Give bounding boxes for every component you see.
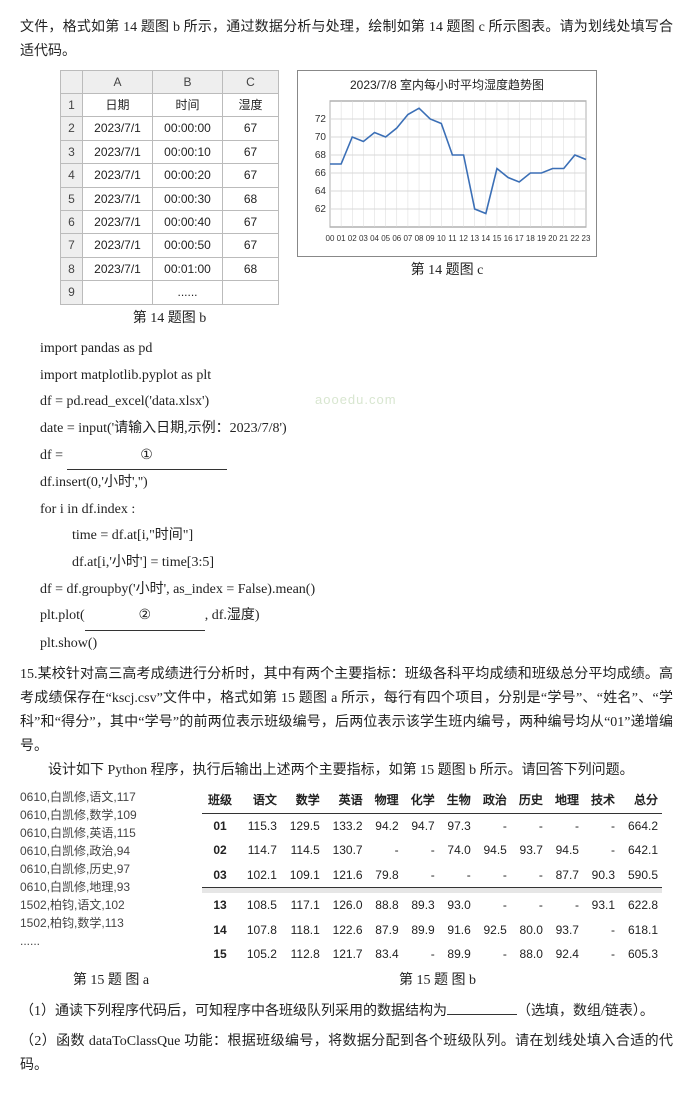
code-line: import pandas as pd — [40, 336, 673, 363]
code-block-14: aooedu.com import pandas as pd import ma… — [40, 336, 673, 657]
blank-2: ② — [85, 603, 205, 631]
svg-text:21: 21 — [559, 234, 568, 243]
table-row: 15105.2112.8121.783.4-89.9-88.092.4-605.… — [202, 942, 662, 966]
out-col-header: 地理 — [547, 788, 583, 813]
csv-line: 1502,柏钧,数学,113 — [20, 914, 190, 932]
col-header-a: A — [83, 70, 153, 93]
q15-task: 设计如下 Python 程序，执行后输出上述两个主要指标，如第 15 题图 b … — [20, 759, 673, 783]
figure-row-15: 0610,白凯修,语文,117 0610,白凯修,数学,109 0610,白凯修… — [20, 788, 673, 966]
svg-text:62: 62 — [315, 204, 327, 215]
code-line: df = df.groupby('小时', as_index = False).… — [40, 577, 673, 604]
q15-sub1: （1）通读下列程序代码后，可知程序中各班级队列采用的数据结构为（选填，数组/链表… — [20, 1000, 673, 1024]
fig-14b-col: A B C 1日期时间湿度 22023/7/100:00:0067 32023/… — [60, 70, 279, 331]
svg-text:13: 13 — [470, 234, 479, 243]
svg-text:70: 70 — [315, 132, 327, 143]
csv-line: 0610,白凯修,地理,93 — [20, 878, 190, 896]
caption-14b: 第 14 题图 b — [133, 307, 207, 331]
out-col-header: 政治 — [475, 788, 511, 813]
out-col-header: 物理 — [367, 788, 403, 813]
code-line: df = ① — [40, 443, 673, 471]
svg-text:05: 05 — [381, 234, 390, 243]
csv-line: 0610,白凯修,英语,115 — [20, 824, 190, 842]
caption-15a: 第 15 题 图 a — [20, 969, 202, 993]
svg-text:08: 08 — [415, 234, 424, 243]
code-line: plt.show() — [40, 631, 673, 658]
q15-intro: 15.某校针对高三高考成绩进行分析时，其中有两个主要指标：班级各科平均成绩和班级… — [20, 663, 673, 758]
q15-sub2: （2）函数 dataToClassQue 功能：根据班级编号，将数据分配到各个班… — [20, 1030, 673, 1078]
svg-text:20: 20 — [548, 234, 557, 243]
svg-text:09: 09 — [426, 234, 435, 243]
chart-title: 2023/7/8 室内每小时平均湿度趋势图 — [302, 75, 592, 95]
table-row: 13108.5117.1126.088.889.393.0---93.1622.… — [202, 893, 662, 917]
svg-text:66: 66 — [315, 168, 327, 179]
svg-text:23: 23 — [582, 234, 591, 243]
csv-line: 1502,柏钧,语文,102 — [20, 896, 190, 914]
svg-text:00: 00 — [326, 234, 335, 243]
fig-14c-col: 2023/7/8 室内每小时平均湿度趋势图 62 64 66 68 70 72 000102… — [297, 70, 597, 283]
table-row: 02114.7114.5130.7--74.094.593.794.5-642.… — [202, 838, 662, 862]
out-col-header: 班级 — [202, 788, 238, 813]
blank-1: ① — [67, 443, 227, 471]
code-line: df.at[i,'小时'] = time[3:5] — [40, 550, 673, 577]
svg-text:72: 72 — [315, 114, 327, 125]
svg-text:11: 11 — [448, 234, 457, 243]
svg-text:16: 16 — [504, 234, 513, 243]
code-line: df.insert(0,'小时','') — [40, 470, 673, 497]
code-line: plt.plot(②, df.湿度) — [40, 603, 673, 631]
output-table: 班级语文数学英语物理化学生物政治历史地理技术总分 01115.3129.5133… — [202, 788, 662, 966]
caption-14c: 第 14 题图 c — [411, 259, 484, 283]
spreadsheet-14b: A B C 1日期时间湿度 22023/7/100:00:0067 32023/… — [60, 70, 279, 305]
csv-line: 0610,白凯修,政治,94 — [20, 842, 190, 860]
code-line: for i in df.index : — [40, 497, 673, 524]
svg-text:01: 01 — [337, 234, 346, 243]
svg-text:15: 15 — [493, 234, 502, 243]
svg-text:19: 19 — [537, 234, 546, 243]
out-col-header: 生物 — [439, 788, 475, 813]
csv-line: 0610,白凯修,语文,117 — [20, 788, 190, 806]
svg-text:64: 64 — [315, 186, 327, 197]
svg-text:18: 18 — [526, 234, 535, 243]
out-col-header: 技术 — [583, 788, 619, 813]
svg-text:14: 14 — [481, 234, 490, 243]
intro-paragraph: 文件，格式如第 14 题图 b 所示，通过数据分析与处理，绘制如第 14 题图 … — [20, 16, 673, 64]
csv-line: ...... — [20, 932, 190, 950]
out-col-header: 化学 — [403, 788, 439, 813]
code-line: import matplotlib.pyplot as plt — [40, 363, 673, 390]
code-line: df = pd.read_excel('data.xlsx') — [40, 389, 673, 416]
svg-text:06: 06 — [392, 234, 401, 243]
svg-text:17: 17 — [515, 234, 524, 243]
svg-text:04: 04 — [370, 234, 379, 243]
col-header-c: C — [223, 70, 279, 93]
svg-text:07: 07 — [403, 234, 412, 243]
table-row: 14107.8118.1122.687.989.991.692.580.093.… — [202, 918, 662, 942]
csv-line: 0610,白凯修,数学,109 — [20, 806, 190, 824]
caption-row-15: 第 15 题 图 a 第 15 题 图 b — [20, 969, 673, 993]
table-row: 01115.3129.5133.294.294.797.3----664.2 — [202, 813, 662, 838]
chart-svg: 62 64 66 68 70 72 0001020304050607080910111213… — [302, 97, 592, 247]
svg-text:22: 22 — [570, 234, 579, 243]
out-col-header: 数学 — [281, 788, 324, 813]
figure-row-14: A B C 1日期时间湿度 22023/7/100:00:0067 32023/… — [20, 70, 673, 331]
code-line: date = input('请输入日期,示例：2023/7/8') — [40, 416, 673, 443]
caption-15b: 第 15 题 图 b — [202, 969, 673, 993]
svg-text:03: 03 — [359, 234, 368, 243]
code-line: time = df.at[i,"时间"] — [40, 523, 673, 550]
blank-structure — [447, 1014, 517, 1015]
csv-sample: 0610,白凯修,语文,117 0610,白凯修,数学,109 0610,白凯修… — [20, 788, 190, 950]
col-header-b: B — [153, 70, 223, 93]
out-col-header: 历史 — [511, 788, 547, 813]
out-col-header: 语文 — [238, 788, 281, 813]
table-row: 03102.1109.1121.679.8----87.790.3590.5 — [202, 863, 662, 888]
out-col-header: 总分 — [619, 788, 662, 813]
csv-line: 0610,白凯修,历史,97 — [20, 860, 190, 878]
out-col-header: 英语 — [324, 788, 367, 813]
svg-text:02: 02 — [348, 234, 357, 243]
corner-cell — [61, 70, 83, 93]
svg-text:12: 12 — [459, 234, 468, 243]
chart-14c: 2023/7/8 室内每小时平均湿度趋势图 62 64 66 68 70 72 000102… — [297, 70, 597, 257]
svg-text:10: 10 — [437, 234, 446, 243]
svg-text:68: 68 — [315, 150, 327, 161]
